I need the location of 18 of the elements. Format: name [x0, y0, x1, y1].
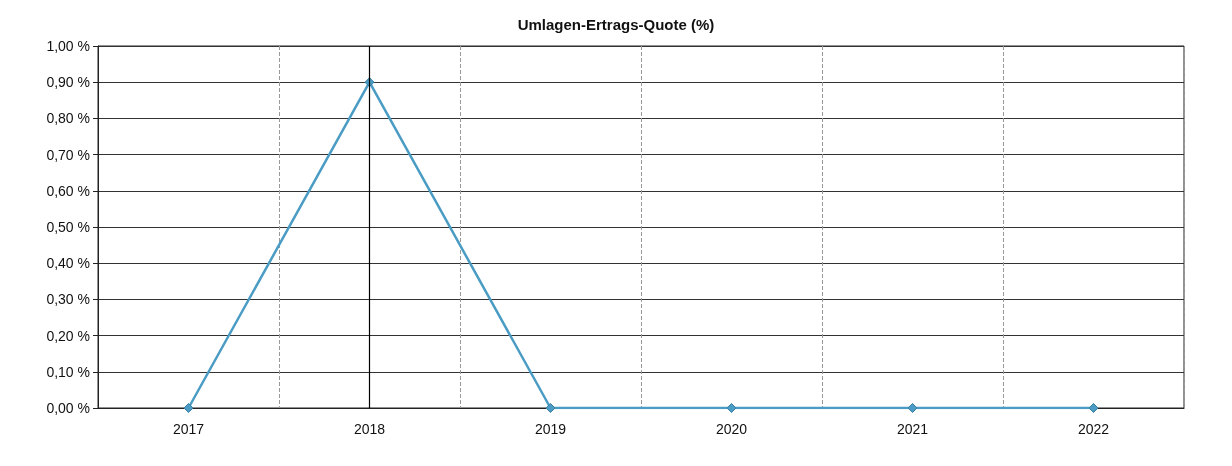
y-tick-label: 0,00 % [46, 400, 90, 416]
y-tick-label: 0,70 % [46, 146, 90, 163]
y-tick-label: 0,90 % [46, 74, 90, 91]
y-tick-label: 0,80 % [46, 110, 90, 127]
x-tick-label: 2022 [1077, 421, 1110, 437]
x-tick-label: 2021 [896, 421, 929, 437]
x-tick-label: 2020 [715, 421, 748, 437]
y-tick-label: 0,30 % [46, 291, 90, 308]
y-tick-label: 1,00 % [46, 38, 90, 54]
y-tick-label: 0,40 % [46, 255, 90, 272]
y-tick-label: 0,20 % [46, 327, 90, 344]
y-tick-label: 0,60 % [46, 182, 90, 199]
y-tick-label: 0,10 % [46, 363, 90, 380]
y-tick-label: 0,50 % [46, 219, 90, 235]
chart-title: Umlagen-Ertrags-Quote (%) [517, 16, 715, 33]
x-tick-label: 2018 [353, 421, 386, 437]
x-tick-label: 2019 [534, 421, 567, 437]
x-tick-label: 2017 [172, 421, 205, 437]
